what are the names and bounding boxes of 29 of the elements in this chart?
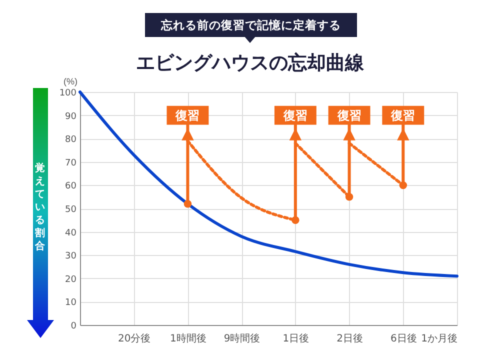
x-tick-label: 1時間後 [170, 332, 206, 344]
y-tick-label: 80 [65, 135, 77, 146]
y-tick-label: 70 [65, 158, 77, 168]
x-tick-label: 20分後 [118, 332, 151, 344]
y-tick-label: 20 [65, 274, 77, 285]
x-tick-label: 9時間後 [224, 332, 260, 344]
y-tick-label: 90 [65, 112, 77, 122]
annotation: 復習 [174, 108, 200, 122]
chart-title: エビングハウスの忘却曲線 [135, 51, 365, 76]
y-tick-label: 10 [65, 298, 77, 308]
x-tick-label: 2日後 [336, 332, 363, 344]
annotation: 復習 [336, 108, 362, 122]
y-tick-label: 100 [59, 88, 77, 98]
x-tick-label: 1か月後 [421, 332, 458, 344]
point [399, 181, 408, 190]
chart-subtitle: 忘れる前の復習で記憶に定着する [145, 13, 357, 37]
text: (%) [64, 76, 78, 86]
y-tick-label: 60 [65, 182, 77, 192]
point [345, 192, 354, 201]
y-tick-label: 30 [65, 252, 77, 262]
y-tick-label: 0 [70, 322, 77, 332]
annotation: 復習 [282, 108, 308, 122]
x-tick-label: 1日後 [282, 332, 310, 344]
annotation: 復習 [390, 108, 416, 122]
y-tick-label: 40 [65, 228, 77, 238]
x-tick-label: 6日後 [390, 332, 417, 344]
y-axis-title: 覚えている割合 [34, 162, 46, 253]
point [292, 216, 300, 224]
y-tick-label: 50 [65, 205, 77, 215]
